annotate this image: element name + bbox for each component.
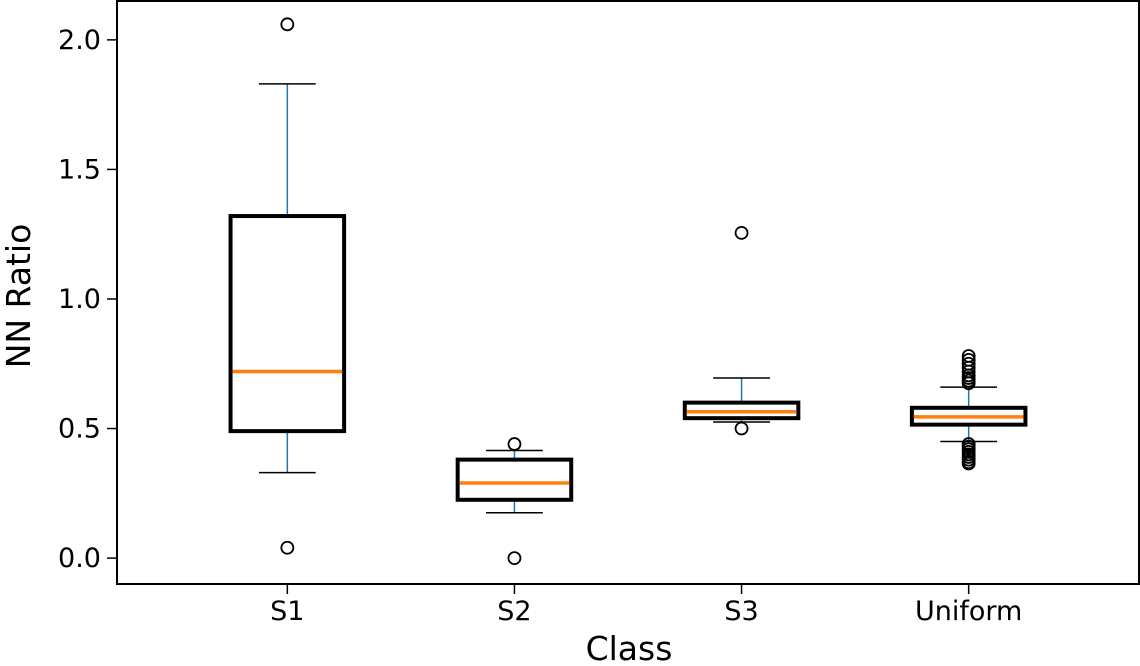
y-tick-label: 2.0 — [58, 25, 101, 56]
plot-frame — [116, 0, 1140, 585]
x-tick-label: S2 — [497, 596, 531, 627]
x-tick-label: Uniform — [915, 596, 1022, 627]
box-s3 — [682, 226, 801, 436]
box-s1 — [228, 17, 347, 555]
outlier-point — [961, 456, 976, 471]
x-tick-label: S3 — [724, 596, 758, 627]
iqr-box — [909, 405, 1028, 427]
iqr-box — [455, 457, 574, 502]
box-s2 — [455, 437, 574, 565]
outlier-point — [507, 551, 522, 565]
outlier-point — [507, 437, 522, 451]
outlier-point — [734, 421, 749, 436]
y-tick-label: 1.5 — [58, 154, 101, 185]
y-tick-label: 0.0 — [58, 543, 101, 574]
outlier-point — [734, 226, 749, 240]
x-axis-label: Class — [586, 629, 673, 666]
x-tick-label: S1 — [270, 596, 304, 627]
iqr-box — [228, 214, 347, 434]
x-axis: S1 S2 S3 Uniform — [270, 584, 1022, 627]
outlier-point — [280, 540, 295, 555]
box-uniform — [909, 349, 1028, 471]
iqr-box — [682, 400, 801, 421]
y-tick-label: 1.0 — [58, 284, 101, 315]
y-axis-label: NN Ratio — [0, 224, 38, 369]
outlier-point — [961, 376, 976, 391]
y-tick-label: 0.5 — [58, 414, 101, 445]
outlier-point — [280, 17, 295, 32]
plot-area — [228, 17, 1028, 565]
y-axis: 0.0 0.5 1.0 1.5 2.0 — [58, 25, 117, 574]
outlier-point — [961, 360, 976, 375]
